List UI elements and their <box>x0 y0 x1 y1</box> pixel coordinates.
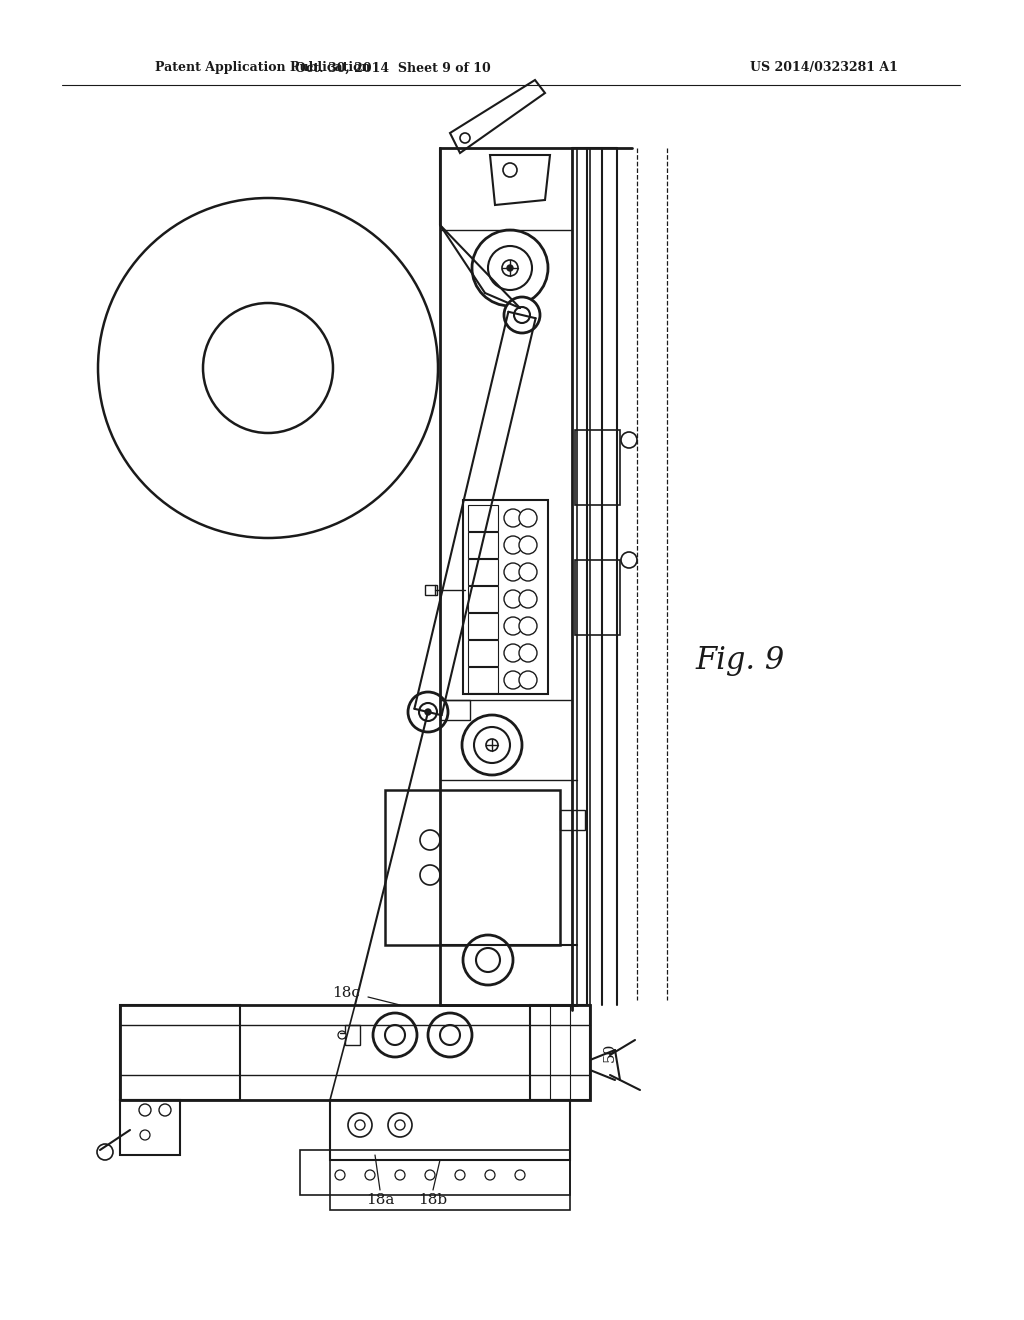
Polygon shape <box>490 154 550 205</box>
Text: 18b: 18b <box>419 1193 447 1206</box>
Circle shape <box>504 671 522 689</box>
Circle shape <box>365 1170 375 1180</box>
Circle shape <box>425 1170 435 1180</box>
Circle shape <box>97 1144 113 1160</box>
Bar <box>425 585 437 595</box>
Circle shape <box>355 1119 365 1130</box>
Circle shape <box>504 590 522 609</box>
Text: US 2014/0323281 A1: US 2014/0323281 A1 <box>750 62 898 74</box>
Circle shape <box>462 715 522 775</box>
Text: 18c: 18c <box>332 986 360 1001</box>
Bar <box>468 612 498 639</box>
Text: Fig. 9: Fig. 9 <box>695 644 784 676</box>
Circle shape <box>395 1170 406 1180</box>
Bar <box>575 430 620 506</box>
Circle shape <box>425 709 431 715</box>
Circle shape <box>488 246 532 290</box>
Circle shape <box>474 727 510 763</box>
Circle shape <box>621 432 637 447</box>
Circle shape <box>504 536 522 554</box>
Circle shape <box>440 1026 460 1045</box>
Circle shape <box>139 1104 151 1115</box>
Circle shape <box>463 935 513 985</box>
Bar <box>468 532 498 558</box>
Circle shape <box>621 552 637 568</box>
Circle shape <box>455 1170 465 1180</box>
Bar <box>120 1100 180 1155</box>
Bar <box>468 586 498 612</box>
Circle shape <box>504 510 522 527</box>
Circle shape <box>514 308 530 323</box>
Circle shape <box>420 865 440 884</box>
Circle shape <box>395 1119 406 1130</box>
Bar <box>463 500 548 694</box>
Bar <box>468 506 498 531</box>
Bar <box>330 1100 570 1160</box>
Circle shape <box>98 198 438 539</box>
Circle shape <box>515 1170 525 1180</box>
Circle shape <box>519 510 537 527</box>
Circle shape <box>338 1031 346 1039</box>
Circle shape <box>408 692 449 733</box>
Circle shape <box>385 1026 406 1045</box>
Circle shape <box>504 297 540 333</box>
Circle shape <box>388 1113 412 1137</box>
Circle shape <box>472 230 548 306</box>
Text: Oct. 30, 2014  Sheet 9 of 10: Oct. 30, 2014 Sheet 9 of 10 <box>295 62 490 74</box>
Bar <box>575 560 620 635</box>
Text: 18a: 18a <box>366 1193 394 1206</box>
Circle shape <box>504 616 522 635</box>
Circle shape <box>460 133 470 143</box>
Circle shape <box>519 590 537 609</box>
Circle shape <box>203 304 333 433</box>
Circle shape <box>504 644 522 663</box>
Circle shape <box>486 739 498 751</box>
Bar <box>560 810 585 830</box>
Circle shape <box>428 1012 472 1057</box>
Circle shape <box>519 564 537 581</box>
Circle shape <box>476 948 500 972</box>
Circle shape <box>519 536 537 554</box>
Circle shape <box>335 1170 345 1180</box>
Circle shape <box>519 616 537 635</box>
Bar <box>468 640 498 667</box>
Bar <box>120 1005 240 1100</box>
Text: 50: 50 <box>603 1043 617 1063</box>
Circle shape <box>507 265 513 271</box>
Circle shape <box>159 1104 171 1115</box>
Circle shape <box>419 704 437 721</box>
Bar <box>120 1005 590 1100</box>
Bar <box>300 1150 570 1195</box>
Circle shape <box>503 162 517 177</box>
Bar <box>345 1026 360 1045</box>
Polygon shape <box>450 81 545 153</box>
Bar <box>530 1005 590 1100</box>
Circle shape <box>519 671 537 689</box>
Circle shape <box>140 1130 150 1140</box>
Circle shape <box>348 1113 372 1137</box>
Bar <box>468 558 498 585</box>
Circle shape <box>502 260 518 276</box>
Circle shape <box>485 1170 495 1180</box>
Bar <box>468 667 498 693</box>
Circle shape <box>504 564 522 581</box>
Circle shape <box>373 1012 417 1057</box>
Circle shape <box>420 830 440 850</box>
Bar <box>440 700 470 719</box>
Bar <box>330 1160 570 1210</box>
Circle shape <box>519 644 537 663</box>
Text: Patent Application Publication: Patent Application Publication <box>155 62 371 74</box>
Bar <box>385 789 560 945</box>
